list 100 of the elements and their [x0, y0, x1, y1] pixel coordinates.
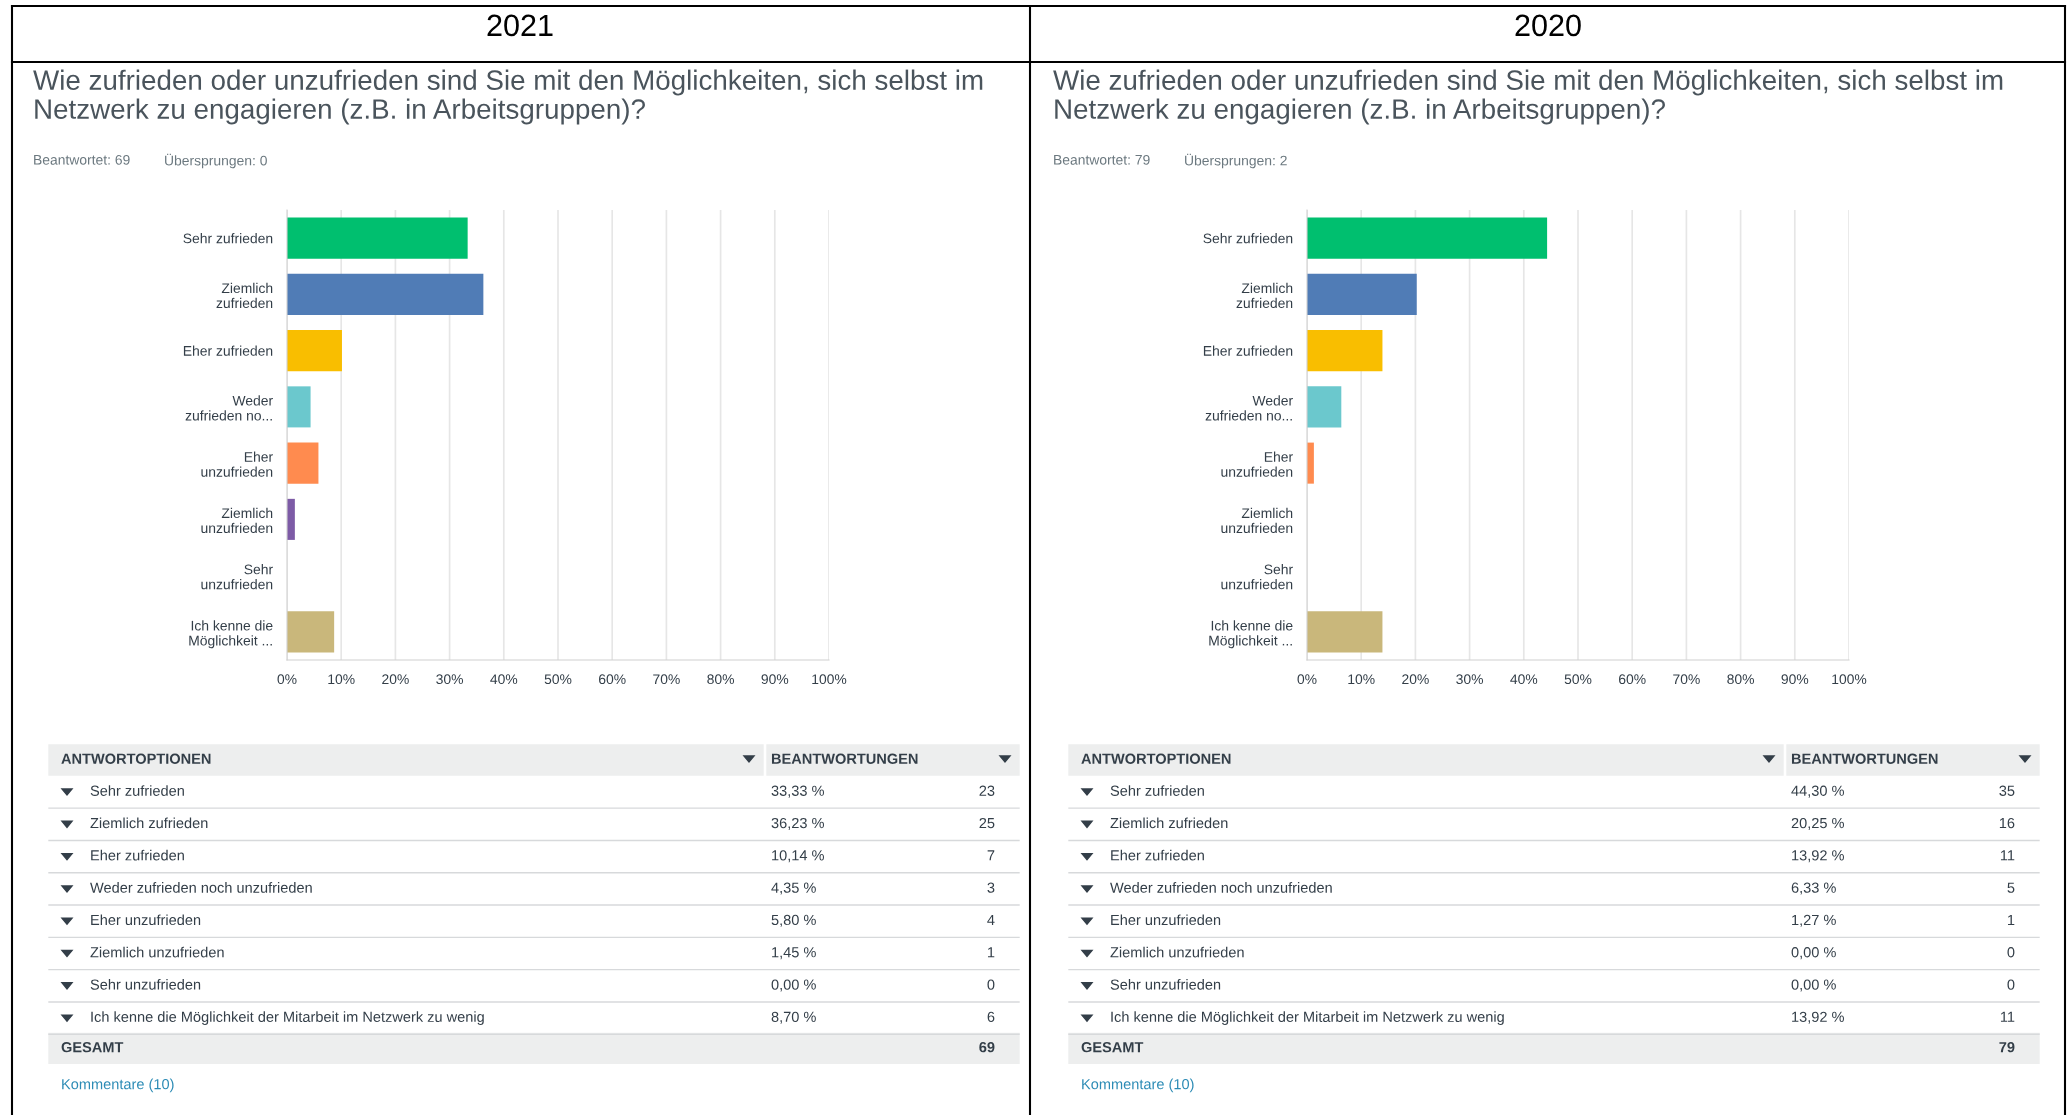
- text: Weder zufrieden noch unzufrieden: [90, 882, 312, 893]
- text: 0,00 %: [771, 979, 816, 992]
- text: Weder zufrieden noch unzufrieden: [1110, 882, 1332, 893]
- text: ANTWORTOPTIONEN: [1081, 753, 1231, 764]
- text: GESAMT: [1081, 1041, 1144, 1053]
- text: 0: [987, 979, 995, 990]
- text: ANTWORTOPTIONEN: [61, 753, 211, 764]
- text: 3: [987, 882, 995, 893]
- x-tick-label: 30%: [436, 674, 464, 685]
- x-tick-label: 30%: [1456, 674, 1484, 685]
- text: 5: [2007, 882, 2015, 893]
- x-tick-label: 40%: [490, 674, 518, 685]
- text: BEANTWORTUNGEN: [771, 753, 918, 764]
- text: 4,35 %: [771, 882, 816, 895]
- y-tick-label: Ziemlich unzufrieden: [1221, 507, 1293, 534]
- y-tick-label: Eher unzufrieden: [201, 451, 273, 477]
- x-tick-label: 10%: [328, 674, 355, 685]
- y-tick-label: Weder zufrieden no...: [1205, 395, 1293, 421]
- chart-title: 2020: [1515, 14, 1581, 37]
- text: Ziemlich unzufrieden: [1110, 946, 1244, 958]
- x-tick-label: 60%: [599, 674, 626, 685]
- bar: [1307, 273, 1417, 315]
- y-tick-label: Sehr zufrieden: [183, 233, 273, 244]
- text: 20,25 %: [1791, 817, 1844, 830]
- text: 35: [1999, 785, 2015, 796]
- text: 10,14 %: [772, 850, 824, 863]
- text: 8,70 %: [771, 1011, 816, 1024]
- bar: [287, 330, 342, 372]
- bar: [287, 273, 484, 315]
- bar: [287, 442, 319, 484]
- text: 36,23 %: [771, 817, 824, 830]
- text: 69: [979, 1041, 995, 1053]
- x-tick-label: 60%: [1619, 674, 1646, 685]
- text: 0,00 %: [1791, 979, 1836, 992]
- bar: [1307, 217, 1548, 259]
- x-tick-label: 70%: [653, 674, 680, 685]
- y-tick-label: Eher zufrieden: [183, 345, 273, 356]
- y-tick-label: Sehr zufrieden: [1203, 233, 1293, 244]
- text: Ziemlich zufrieden: [1110, 817, 1228, 829]
- x-tick-label: 70%: [1673, 674, 1700, 685]
- y-tick-label: Ich kenne die Möglichkeit ...: [189, 620, 273, 649]
- text: 7: [987, 850, 995, 861]
- x-tick-label: 90%: [1781, 674, 1809, 685]
- x-tick-label: 80%: [1727, 674, 1755, 685]
- bar: [287, 386, 311, 428]
- text: Kommentare (10): [62, 1078, 174, 1093]
- chart-subtitle: Wie zufrieden oder unzufrieden sind Sie mit den Möglichkeiten, sich selbst im Netzwerk zu engagieren (z.B. in Arbeitsgruppen)?: [1053, 69, 2003, 125]
- y-tick-label: Weder zufrieden no...: [185, 395, 273, 421]
- text: Kommentare (10): [1082, 1078, 1194, 1093]
- y-tick-label: Sehr unzufrieden: [1221, 564, 1293, 590]
- y-tick-label: Ziemlich zufrieden: [1236, 282, 1293, 309]
- text: 1: [988, 947, 995, 958]
- text: Eher zufrieden: [91, 849, 184, 861]
- x-tick-label: 0%: [1297, 674, 1317, 685]
- text: Beantwortet: 79: [1054, 154, 1150, 165]
- text: 79: [1999, 1041, 2015, 1053]
- x-tick-label: 0%: [277, 674, 297, 685]
- text: 13,92 %: [1792, 850, 1844, 863]
- text: 25: [979, 817, 995, 829]
- bar: [287, 217, 468, 259]
- text: 4: [987, 914, 995, 925]
- text: BEANTWORTUNGEN: [1791, 753, 1938, 764]
- chart-subtitle: Wie zufrieden oder unzufrieden sind Sie mit den Möglichkeiten, sich selbst im Netzwerk zu engagieren (z.B. in Arbeitsgruppen)?: [33, 69, 983, 125]
- bar: [1307, 611, 1383, 653]
- text: 5,80 %: [771, 914, 816, 927]
- x-tick-label: 10%: [1348, 674, 1375, 685]
- text: Sehr unzufrieden: [1110, 979, 1221, 990]
- text: Ziemlich unzufrieden: [90, 946, 224, 958]
- text: Ich kenne die Möglichkeit der Mitarbeit im Netzwerk zu wenig: [91, 1011, 484, 1025]
- text: Sehr zufrieden: [1110, 785, 1204, 796]
- text: 1,45 %: [772, 947, 816, 960]
- y-tick-label: Eher unzufrieden: [1221, 451, 1293, 477]
- text: Übersprungen: 0: [165, 153, 267, 169]
- text: 0: [2007, 979, 2015, 990]
- x-tick-label: 100%: [1832, 674, 1867, 685]
- text: 33,33 %: [771, 785, 824, 798]
- x-tick-label: 80%: [707, 674, 735, 685]
- bar: [1307, 330, 1383, 372]
- text: Übersprungen: 2: [1185, 153, 1287, 169]
- text: Eher unzufrieden: [1111, 914, 1221, 926]
- text: 23: [979, 785, 995, 796]
- text: 1,27 %: [1792, 914, 1836, 927]
- text: 6,33 %: [1791, 882, 1836, 895]
- y-tick-label: Eher zufrieden: [1203, 345, 1293, 356]
- text: 13,92 %: [1792, 1011, 1844, 1024]
- text: 1: [2008, 914, 2015, 925]
- text: Eher zufrieden: [1111, 849, 1204, 861]
- text: Beantwortet: 69: [34, 154, 130, 165]
- text: Sehr zufrieden: [90, 785, 184, 796]
- x-tick-label: 20%: [382, 674, 409, 685]
- text: 6: [987, 1011, 995, 1023]
- bar: [287, 611, 335, 653]
- x-tick-label: 50%: [1564, 674, 1592, 685]
- text: Eher unzufrieden: [91, 914, 201, 926]
- y-tick-label: Ziemlich zufrieden: [216, 282, 273, 309]
- x-tick-label: 40%: [1510, 674, 1538, 685]
- text: Ziemlich zufrieden: [90, 817, 208, 829]
- text: Sehr unzufrieden: [90, 979, 201, 990]
- text: 16: [1999, 817, 2015, 829]
- text: 0,00 %: [1791, 947, 1836, 960]
